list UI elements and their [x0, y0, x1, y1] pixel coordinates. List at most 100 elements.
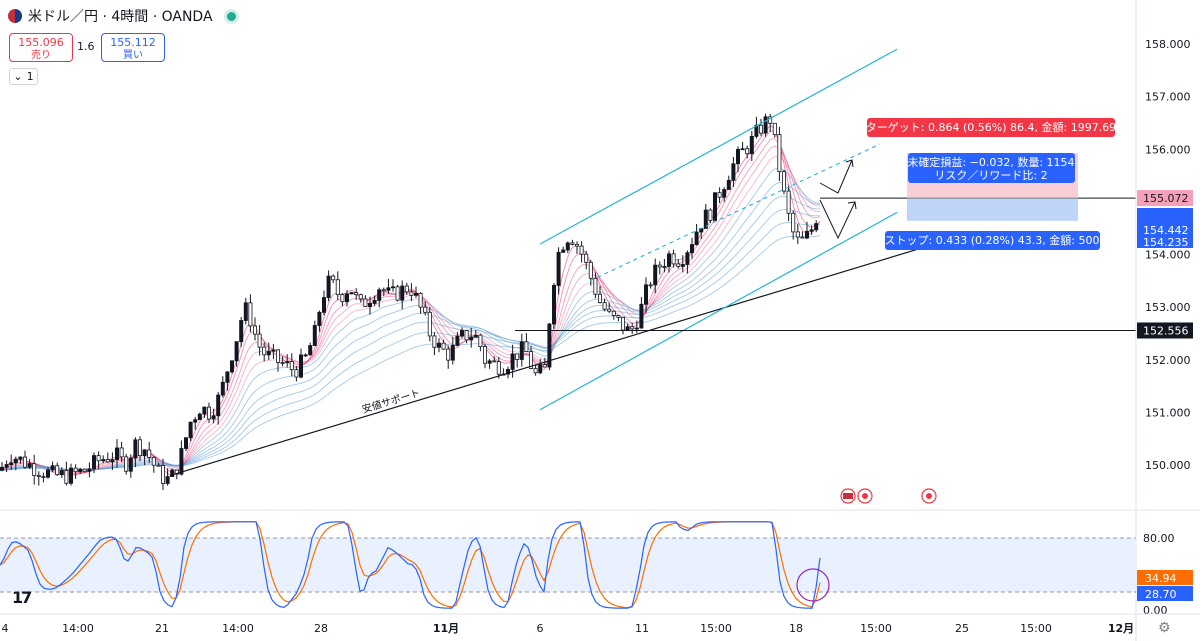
- candle-body: [713, 192, 718, 221]
- candle-body: [32, 463, 37, 476]
- candle-body: [630, 326, 635, 330]
- candle-body: [119, 447, 124, 458]
- time-tick-label: 11: [635, 622, 649, 635]
- candle-body: [216, 394, 221, 417]
- time-tick-label: 15:00: [860, 622, 892, 635]
- candle-body: [579, 245, 584, 255]
- candle-body: [653, 264, 658, 286]
- candle-body: [18, 456, 23, 460]
- candle-body: [644, 284, 649, 305]
- candle-body: [69, 467, 74, 484]
- buy-button[interactable]: 155.112 買い: [101, 33, 165, 62]
- candle-body: [326, 275, 331, 298]
- buy-label: 買い: [123, 50, 143, 61]
- candle-body: [142, 449, 147, 457]
- candle-body: [225, 371, 230, 383]
- candle-body: [183, 437, 188, 449]
- candle-body: [740, 148, 745, 151]
- us-flag-stripes: [843, 493, 853, 499]
- time-tick-label: 28: [314, 622, 328, 635]
- candle-body: [529, 351, 534, 369]
- candle-body: [115, 447, 120, 461]
- candle-body: [0, 466, 4, 471]
- candle-body: [708, 209, 713, 221]
- sell-button[interactable]: 155.096 売り: [9, 33, 73, 62]
- candle-body: [87, 468, 92, 472]
- candle-body: [133, 439, 138, 459]
- candle-body: [266, 350, 271, 356]
- price-axis[interactable]: 158.000157.000156.000155.000154.000153.0…: [1135, 0, 1193, 641]
- rr-label: リスク／リワード比: 2: [934, 169, 1047, 182]
- ema-line: [0, 182, 821, 471]
- buy-price: 155.112: [110, 36, 156, 49]
- candle-body: [262, 346, 267, 356]
- candle-body: [455, 335, 460, 346]
- candle-body: [731, 163, 736, 181]
- stoch-tick-label: 80.00: [1143, 532, 1175, 545]
- candle-body: [565, 242, 570, 251]
- candle-body: [524, 341, 529, 353]
- stoch-d-tag: [1137, 570, 1193, 585]
- time-axis[interactable]: 4 14:00 21 14:00 28 11月 6 11 15:00 18 15:00 25 15:00…: [0, 613, 1200, 635]
- candle-body: [464, 330, 469, 341]
- candle-body: [294, 369, 299, 378]
- candle-body: [754, 124, 759, 137]
- tradingview-logo-icon[interactable]: 17: [12, 588, 32, 607]
- candle-body: [427, 311, 432, 337]
- candle-body: [156, 464, 161, 467]
- candle-body: [78, 468, 83, 473]
- stoch-k-line: [0, 521, 821, 609]
- candle-body: [372, 300, 377, 304]
- time-tick-label: 15:00: [1020, 622, 1052, 635]
- time-tick-label: 14:00: [62, 622, 94, 635]
- support-trendline: [169, 243, 936, 477]
- candle-body: [459, 330, 464, 337]
- event-markers[interactable]: [840, 488, 937, 504]
- candle-body: [386, 287, 391, 291]
- candle-body: [625, 326, 630, 331]
- time-tick-label: 18: [789, 622, 803, 635]
- gear-icon[interactable]: ⚙: [1158, 620, 1171, 636]
- channel-lower-line: [539, 211, 898, 411]
- symbol-header[interactable]: 米ドル／円 · 4時間 · OANDA: [8, 6, 236, 26]
- candle-body: [124, 456, 129, 472]
- candle-body: [46, 469, 51, 478]
- quantity-dropdown[interactable]: ⌄ 1: [9, 68, 38, 85]
- candle-body: [59, 470, 64, 476]
- sell-label: 売り: [31, 50, 51, 61]
- candle-body: [432, 335, 437, 348]
- candle-body: [722, 189, 727, 198]
- ema-line: [0, 235, 821, 471]
- candle-body: [726, 179, 731, 190]
- candle-body: [436, 342, 441, 348]
- candle-body: [193, 419, 198, 423]
- candle-body: [280, 362, 285, 364]
- candle-body: [680, 264, 685, 267]
- candle-body: [151, 456, 156, 466]
- jp-flag-dot: [926, 493, 932, 499]
- candle-body: [344, 293, 349, 303]
- candle-body: [561, 249, 566, 253]
- time-tick-label: 6: [537, 622, 544, 635]
- candle-body: [96, 455, 101, 462]
- candle-body: [321, 297, 326, 313]
- time-tick-label: 4: [2, 622, 9, 635]
- quantity-value: 1: [26, 70, 34, 83]
- price-tag-label: 154.442: [1143, 224, 1189, 237]
- candle-body: [805, 230, 810, 239]
- candle-body: [772, 122, 777, 136]
- candle-body: [542, 364, 547, 368]
- time-tick-label: 15:00: [700, 622, 732, 635]
- candle-body: [128, 457, 133, 472]
- candle-body: [616, 315, 621, 318]
- candle-body: [252, 325, 257, 335]
- candle-body: [749, 135, 754, 155]
- candle-body: [759, 124, 764, 134]
- candle-body: [271, 349, 276, 352]
- pnl-label-box: [908, 153, 1075, 183]
- candle-body: [791, 212, 796, 233]
- candle-body: [763, 116, 768, 134]
- position-tool[interactable]: ターゲット: 0.864 (0.56%) 86.4, 金額: 1997.69 未確…: [866, 118, 1116, 250]
- candle-body: [147, 449, 152, 458]
